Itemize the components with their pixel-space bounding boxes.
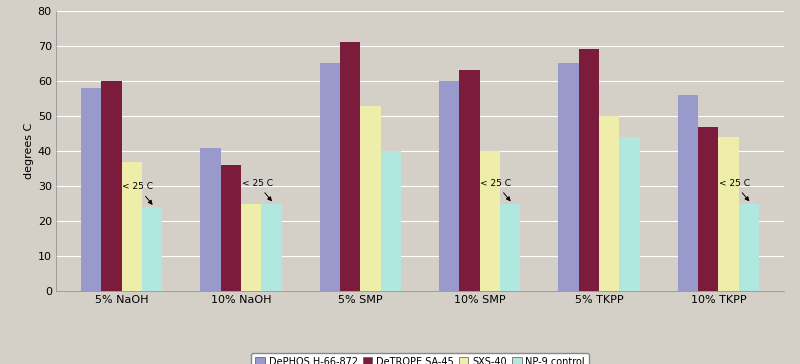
Bar xyxy=(439,81,459,291)
Bar xyxy=(381,151,401,291)
Text: < 25 C: < 25 C xyxy=(480,179,511,201)
Bar xyxy=(599,116,619,291)
Bar xyxy=(221,165,241,291)
Text: < 25 C: < 25 C xyxy=(242,179,273,201)
Bar xyxy=(698,127,718,291)
Bar xyxy=(102,81,122,291)
Legend: DePHOS H-66-872, DeTROPE SA-45, SXS-40, NP-9 control: DePHOS H-66-872, DeTROPE SA-45, SXS-40, … xyxy=(251,353,589,364)
Y-axis label: degrees C: degrees C xyxy=(23,123,34,179)
Bar xyxy=(142,207,162,291)
Bar xyxy=(262,203,282,291)
Bar xyxy=(320,63,340,291)
Bar xyxy=(122,162,142,291)
Bar xyxy=(340,43,360,291)
Bar xyxy=(360,106,381,291)
Bar xyxy=(500,203,520,291)
Text: < 25 C: < 25 C xyxy=(719,179,750,201)
Bar xyxy=(241,203,262,291)
Bar xyxy=(678,95,698,291)
Text: < 25 C: < 25 C xyxy=(122,182,154,204)
Bar xyxy=(480,151,500,291)
Bar xyxy=(738,203,759,291)
Bar xyxy=(558,63,578,291)
Bar xyxy=(459,71,480,291)
Bar xyxy=(81,88,102,291)
Bar xyxy=(718,137,738,291)
Bar xyxy=(201,147,221,291)
Bar xyxy=(619,137,639,291)
Bar xyxy=(578,50,599,291)
